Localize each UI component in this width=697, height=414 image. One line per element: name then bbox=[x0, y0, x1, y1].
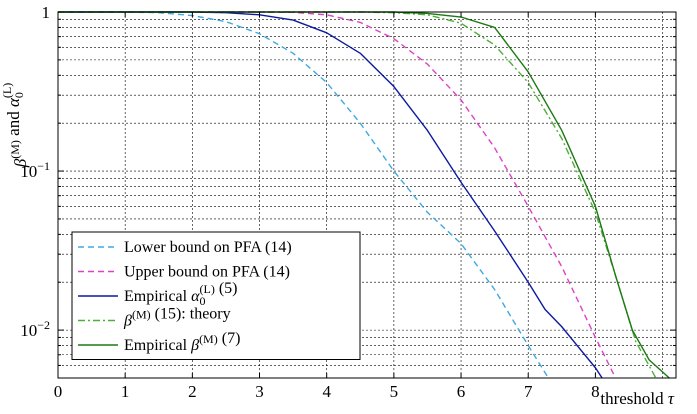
series-line-3 bbox=[58, 11, 603, 379]
y-axis-label: β(M) and α0(L) bbox=[0, 83, 30, 168]
x-tick-label: 5 bbox=[390, 382, 399, 401]
legend-label: Upper bound on PFA (14) bbox=[124, 264, 290, 281]
legend-box bbox=[71, 231, 361, 360]
x-tick-label: 1 bbox=[121, 382, 130, 401]
grid-lines bbox=[58, 12, 676, 378]
y-tick-label: 1 bbox=[42, 3, 51, 22]
x-tick-label: 8 bbox=[591, 382, 600, 401]
legend-label: Lower bound on PFA (14) bbox=[124, 239, 292, 256]
x-tick-label: 0 bbox=[54, 382, 63, 401]
x-tick-label: 2 bbox=[188, 382, 197, 401]
series-line-1 bbox=[58, 11, 549, 379]
x-tick-label: 3 bbox=[255, 382, 264, 401]
x-tick-label: 4 bbox=[322, 382, 331, 401]
axis-ticks bbox=[57, 12, 676, 379]
x-tick-label: 6 bbox=[457, 382, 466, 401]
legend: Lower bound on PFA (14) Upper bound on PF… bbox=[71, 231, 361, 360]
series-layer bbox=[58, 11, 670, 379]
plot-frame bbox=[57, 11, 677, 379]
x-tick-label: 7 bbox=[524, 382, 533, 401]
series-line-5 bbox=[58, 11, 670, 379]
x-axis-label: threshold τ bbox=[600, 389, 675, 408]
y-tick-label: 10−2 bbox=[20, 318, 50, 340]
